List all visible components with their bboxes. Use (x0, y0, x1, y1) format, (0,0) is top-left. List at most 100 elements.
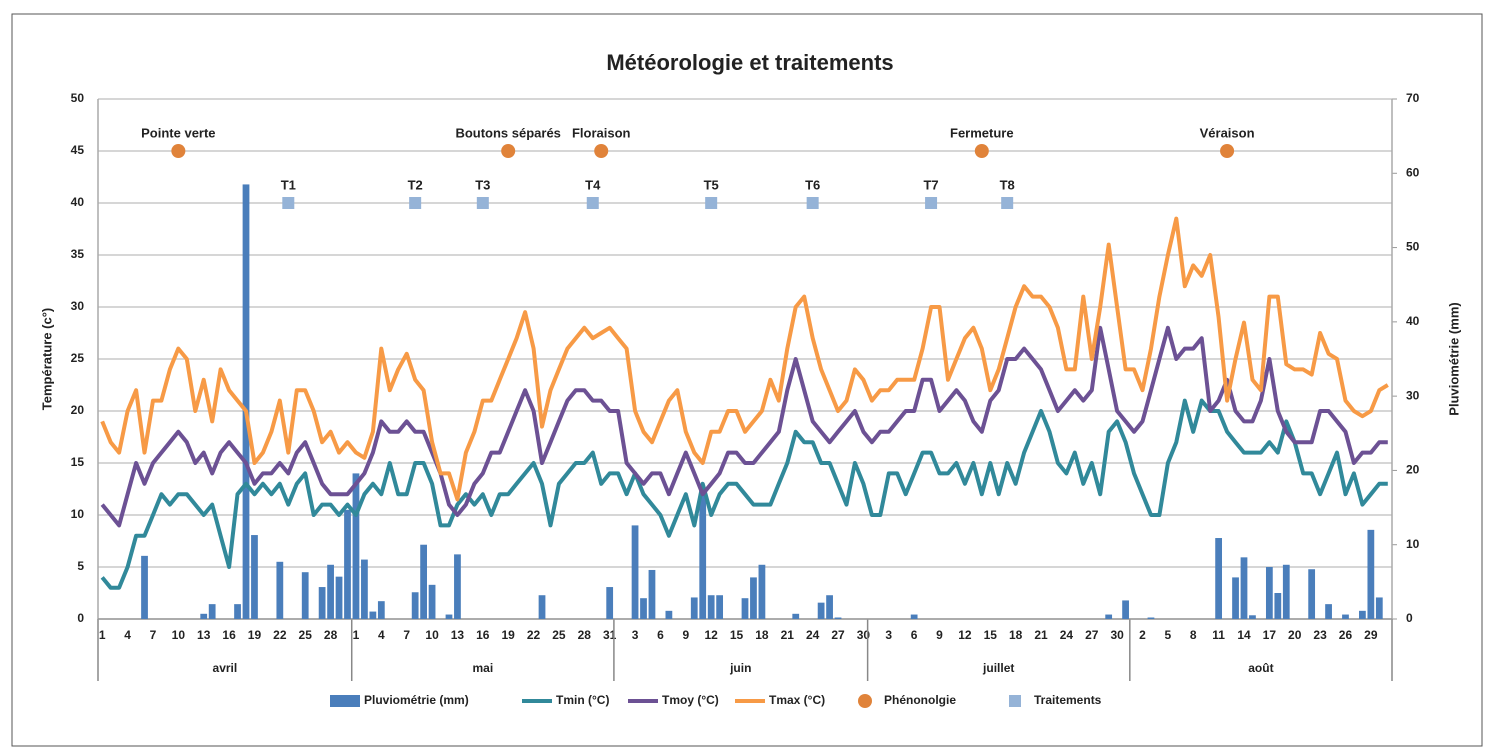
bar (750, 577, 757, 619)
point-label: T5 (704, 177, 719, 192)
point-label: T1 (281, 177, 296, 192)
point-label: Pointe verte (141, 125, 215, 140)
point (501, 144, 516, 158)
month-label: juillet (982, 661, 1014, 675)
x-tick-label: 25 (299, 628, 313, 642)
frame (11, 13, 1483, 747)
bar (1359, 610, 1366, 619)
bar (242, 184, 250, 619)
point (476, 197, 489, 209)
x-tick-label: 13 (197, 628, 211, 642)
bar (1274, 593, 1282, 619)
point-label: T3 (475, 177, 490, 192)
point-label: T7 (923, 177, 938, 192)
line (100, 398, 1388, 590)
y-tick-label: 10 (71, 507, 85, 521)
x-tick-label: 19 (502, 628, 516, 642)
x-tick-label: 30 (1110, 628, 1124, 642)
legend-swatch (1009, 695, 1021, 707)
x-tick-label: 4 (124, 628, 131, 642)
legend-label: Tmin (°C) (556, 693, 609, 707)
bar (445, 614, 453, 619)
bar (1147, 617, 1155, 619)
x-tick-label: 3 (632, 628, 639, 642)
line (100, 216, 1389, 502)
month-label: août (1248, 661, 1273, 675)
y-tick-label: 15 (71, 455, 85, 469)
point (409, 197, 422, 209)
point (806, 197, 819, 209)
legend-swatch (858, 694, 872, 708)
bar (648, 569, 656, 619)
x-tick-label: 13 (451, 628, 465, 642)
bar (1232, 577, 1239, 619)
bar (234, 604, 241, 619)
x-tick-label: 15 (730, 628, 744, 642)
y2-tick-label: 50 (1406, 240, 1420, 254)
bar (758, 564, 766, 619)
y-tick-label: 30 (71, 299, 85, 313)
bar (361, 559, 368, 619)
y-tick-label: 50 (71, 91, 85, 105)
y-tick-label: 25 (71, 351, 85, 365)
x-tick-label: 9 (936, 628, 943, 642)
x-tick-label: 5 (1165, 628, 1172, 642)
bar (1122, 600, 1129, 619)
point-label: T2 (408, 177, 423, 192)
x-tick-label: 16 (476, 628, 490, 642)
bar (335, 576, 343, 619)
x-tick-label: 14 (1237, 628, 1251, 642)
x-tick-label: 9 (682, 628, 689, 642)
bar (1240, 557, 1248, 619)
bar (420, 544, 427, 619)
bar (377, 601, 385, 619)
x-tick-label: 25 (552, 628, 566, 642)
bar (826, 595, 833, 619)
point (594, 144, 609, 158)
bar (1375, 597, 1383, 619)
point-label: Véraison (1200, 125, 1255, 140)
bar (1325, 604, 1332, 619)
bar (208, 604, 216, 619)
y-tick-label: 5 (77, 559, 84, 573)
x-tick-label: 21 (781, 628, 795, 642)
x-tick-label: 10 (425, 628, 439, 642)
x-tick-label: 21 (1034, 628, 1048, 642)
bar (1342, 614, 1349, 619)
bar (1105, 614, 1113, 619)
bar (276, 561, 284, 619)
x-tick-label: 7 (403, 628, 410, 642)
point (1220, 144, 1235, 158)
bar (817, 602, 825, 619)
bar (352, 473, 360, 619)
bar (318, 587, 326, 619)
x-tick-label: 19 (248, 628, 262, 642)
x-tick-label: 8 (1190, 628, 1197, 642)
x-tick-label: 28 (578, 628, 592, 642)
y2-tick-label: 30 (1406, 388, 1420, 402)
bar (301, 572, 309, 619)
legend-label: Pluviométrie (mm) (364, 693, 469, 707)
x-tick-label: 17 (1263, 628, 1277, 642)
bar (369, 611, 377, 619)
x-tick-label: 16 (222, 628, 236, 642)
bar (538, 595, 546, 619)
bar (741, 598, 749, 619)
x-tick-label: 27 (831, 628, 845, 642)
legend-label: Traitements (1034, 693, 1102, 707)
y2-tick-label: 20 (1406, 463, 1420, 477)
point-label: Floraison (572, 125, 631, 140)
x-tick-label: 11 (1212, 628, 1225, 642)
bar (1367, 529, 1375, 619)
bar (690, 597, 698, 619)
x-tick-label: 29 (1364, 628, 1378, 642)
x-tick-label: 10 (172, 628, 186, 642)
bar (699, 489, 707, 619)
point (705, 197, 718, 209)
point (925, 197, 938, 209)
x-tick-label: 12 (958, 628, 972, 642)
x-tick-label: 23 (1313, 628, 1327, 642)
point (282, 197, 295, 209)
bar (665, 610, 673, 619)
